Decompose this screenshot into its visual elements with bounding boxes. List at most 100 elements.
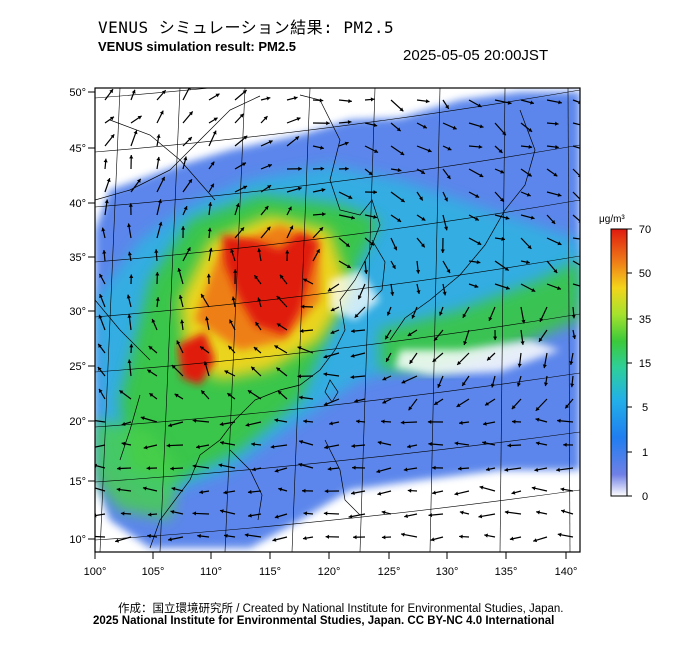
wind-arrow-head [501, 236, 506, 241]
wind-arrow-head [322, 212, 326, 217]
wind-arrow-head [446, 269, 451, 274]
wind-arrow-head [330, 307, 335, 312]
wind-arrow-head [477, 103, 482, 108]
wind-arrow-head [245, 422, 250, 427]
wind-arrow-head [345, 243, 350, 247]
wind-arrow-head [180, 319, 185, 324]
wind-arrow-head [224, 370, 229, 375]
wind-arrow-head [229, 319, 233, 324]
wind-arrow-shaft [572, 145, 580, 149]
colorbar-tick-label: 0 [642, 491, 648, 503]
wind-arrow-head [370, 97, 375, 102]
wind-arrow-head [127, 251, 132, 256]
wind-arrow-head [373, 123, 378, 128]
wind-arrow-head [192, 464, 197, 469]
wind-arrow-head [521, 319, 526, 324]
wind-arrow-head [553, 172, 558, 177]
wind-arrow-head [581, 123, 585, 127]
wind-arrow-head [155, 297, 160, 301]
wind-arrow-head [201, 293, 205, 298]
wind-arrow-head [530, 215, 535, 220]
wind-arrow-head [572, 335, 577, 339]
lat-tick-label: 10° [69, 534, 86, 546]
wind-arrow-head [243, 135, 248, 140]
wind-arrow-head [416, 269, 421, 274]
wind-arrow-head [244, 533, 249, 538]
lat-tick-label: 50° [69, 87, 86, 99]
wind-arrow-head [303, 278, 308, 283]
wind-arrow-head [89, 534, 93, 538]
wind-arrow-head [98, 314, 103, 319]
wind-arrow-head [319, 98, 324, 103]
wind-arrow-head [115, 538, 120, 543]
wind-arrow-head [444, 226, 449, 231]
colorbar-unit: μg/m³ [599, 214, 625, 225]
wind-arrow-head [133, 130, 138, 135]
wind-arrow-head [300, 304, 305, 309]
wind-arrow-head [348, 514, 353, 519]
wind-arrow-head [121, 441, 126, 446]
wind-arrow-head [456, 403, 461, 407]
wind-arrow-head [324, 489, 329, 494]
wind-arrow-head [129, 155, 134, 159]
wind-arrow-head [474, 216, 479, 221]
wind-arrow-head [507, 100, 512, 105]
wind-arrow-head [382, 376, 387, 381]
wind-arrow-head [168, 537, 172, 542]
wind-arrow-head [251, 442, 255, 447]
wind-arrow-head [215, 93, 220, 98]
wind-arrow-head [373, 190, 377, 195]
wind-arrow-head [498, 149, 503, 153]
longitude-axis: 100° 105° 110° 115° 120° 125° 130° 135° … [84, 566, 578, 578]
wind-arrow-shaft [572, 283, 580, 287]
wind-arrow-head [272, 537, 277, 542]
wind-arrow-head [110, 134, 115, 139]
wind-arrow-head [459, 510, 464, 515]
wind-arrow-head [299, 328, 304, 333]
wind-arrow-head [316, 249, 320, 254]
title-english: VENUS simulation result: PM2.5 [98, 39, 296, 54]
wind-arrow-head [444, 197, 448, 202]
wind-arrow-head [476, 260, 481, 265]
wind-arrow-head [137, 115, 142, 120]
wind-arrow-head [477, 241, 482, 245]
wind-arrow-head [499, 197, 504, 202]
wind-arrow-head [321, 188, 326, 193]
wind-arrow-head [553, 269, 558, 274]
wind-arrow-head [400, 420, 405, 425]
wind-arrow-head [381, 419, 385, 424]
wind-arrow-head [101, 227, 106, 232]
wind-arrow-head [539, 317, 544, 322]
wind-arrow-head [223, 490, 228, 495]
wind-arrow-head [319, 227, 324, 232]
wind-arrow-head [459, 534, 463, 539]
wind-arrow-head [289, 225, 294, 230]
wind-arrow-head [516, 382, 521, 387]
wind-arrow-head [511, 405, 516, 410]
wind-arrow-head [526, 260, 530, 265]
wind-arrow-head [430, 537, 435, 542]
wind-arrow-head [502, 131, 506, 136]
wind-arrow-head [188, 111, 193, 116]
wind-arrow-head [129, 274, 134, 278]
wind-arrow-head [104, 199, 109, 204]
wind-arrow-head [120, 511, 125, 516]
wind-arrow-head [374, 149, 379, 153]
wind-arrow-head [155, 272, 160, 276]
wind-arrow-head [257, 297, 262, 302]
wind-arrow-head [298, 166, 302, 171]
wind-arrow-shaft [95, 420, 106, 423]
wind-arrow-head [520, 341, 525, 345]
wind-arrow-head [396, 127, 401, 132]
wind-arrow-head [241, 162, 246, 167]
copyright-line: 2025 National Institute for Environmenta… [93, 615, 555, 627]
wind-arrow-head [500, 169, 505, 174]
wind-arrow-head [213, 117, 218, 122]
lat-tick-label: 45° [69, 143, 86, 155]
lat-tick-label: 35° [69, 252, 86, 264]
wind-arrow-head [299, 439, 304, 444]
wind-arrow-head [408, 406, 413, 411]
wind-arrow-head [420, 170, 425, 174]
wind-arrow-head [357, 295, 362, 300]
wind-arrow-head [299, 395, 303, 400]
